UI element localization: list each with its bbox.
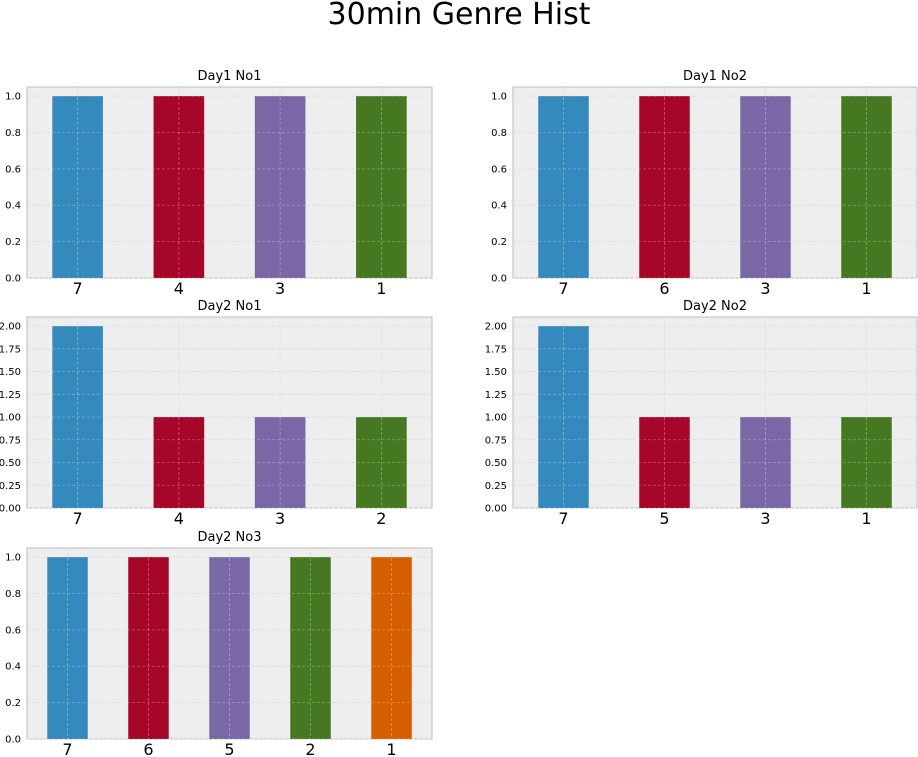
bar-4 (153, 417, 205, 508)
y-tick-label: 0.8 (5, 128, 21, 139)
bar-6 (128, 557, 169, 739)
x-tick-label: 7 (73, 279, 83, 298)
subplot-title: Day2 No3 (197, 530, 261, 545)
bar-5 (639, 417, 690, 508)
x-tick-label: 3 (275, 509, 285, 528)
bar-2 (356, 417, 407, 508)
bar-7 (52, 96, 103, 278)
bar-5 (209, 557, 250, 739)
subplot-title: Day2 No1 (197, 299, 261, 314)
y-tick-label: 0.00 (485, 504, 507, 515)
x-tick-label: 1 (386, 740, 396, 757)
figure-title: 30min Genre Hist (327, 0, 591, 32)
x-tick-label: 3 (275, 279, 285, 298)
bar-1 (371, 557, 412, 739)
y-tick-label: 0.2 (5, 237, 21, 248)
x-tick-label: 4 (174, 509, 184, 528)
y-tick-label: 1.00 (0, 413, 21, 424)
bar-4 (153, 96, 205, 278)
bar-3 (254, 96, 306, 278)
x-tick-label: 4 (174, 279, 184, 298)
y-tick-label: 0.2 (5, 698, 21, 709)
y-tick-label: 1.0 (5, 553, 21, 564)
y-tick-label: 0.6 (5, 164, 21, 175)
y-tick-label: 0.4 (5, 662, 21, 673)
bar-7 (538, 96, 589, 278)
x-tick-label: 5 (659, 509, 669, 528)
bar-7 (538, 326, 589, 508)
subplot-day2-no3: 0.0 0.2 0.4 0.6 0.8 1.0 7 6 5 2 1 Day2 No3 (5, 530, 433, 757)
y-tick-label: 0.6 (5, 625, 21, 636)
y-tick-label: 1.25 (485, 390, 507, 401)
subplot-day1-no1: 0.0 0.2 0.4 0.6 0.8 1.0 7 4 3 1 Day1 No1 (5, 69, 433, 298)
y-tick-label: 0.4 (491, 201, 507, 212)
bar-1 (841, 417, 892, 508)
subplot-day2-no2: 0.00 0.25 0.50 0.75 1.00 1.25 1.50 1.75 2.00 7 5 3 1… (485, 299, 918, 528)
subplot-day1-no2: 0.0 0.2 0.4 0.6 0.8 1.0 7 6 3 1 Day1 No2 (491, 69, 918, 298)
subplot-title: Day1 No2 (683, 69, 747, 84)
bar-1 (841, 96, 892, 278)
subplot-title: Day2 No2 (683, 299, 747, 314)
bar-3 (254, 417, 306, 508)
y-tick-label: 1.75 (0, 344, 21, 355)
y-tick-label: 1.25 (0, 390, 21, 401)
x-tick-label: 2 (376, 509, 386, 528)
x-tick-label: 7 (73, 509, 83, 528)
x-tick-label: 7 (558, 509, 568, 528)
y-tick-label: 0.0 (5, 274, 21, 285)
y-tick-label: 0.75 (485, 435, 507, 446)
y-tick-label: 0.8 (5, 589, 21, 600)
subplot-day2-no1: 0.00 0.25 0.50 0.75 1.00 1.25 1.50 1.75 2.00 7 4 3 2… (0, 299, 433, 528)
y-tick-label: 0.00 (0, 504, 21, 515)
x-tick-label: 6 (143, 740, 153, 757)
y-tick-label: 1.0 (5, 92, 21, 103)
y-tick-label: 0.8 (491, 128, 507, 139)
subplot-title: Day1 No1 (197, 69, 261, 84)
y-tick-label: 0.50 (485, 458, 507, 469)
bar-3 (740, 96, 791, 278)
bar-7 (52, 326, 103, 508)
x-tick-label: 2 (305, 740, 315, 757)
x-tick-label: 1 (861, 279, 871, 298)
x-tick-label: 1 (376, 279, 386, 298)
x-tick-label: 3 (760, 509, 770, 528)
bar-3 (740, 417, 791, 508)
bar-7 (47, 557, 88, 739)
x-tick-label: 1 (861, 509, 871, 528)
y-tick-label: 0.25 (485, 481, 507, 492)
x-tick-label: 7 (558, 279, 568, 298)
x-tick-label: 3 (760, 279, 770, 298)
y-tick-label: 2.00 (0, 322, 21, 333)
y-tick-label: 0.4 (5, 201, 21, 212)
y-tick-label: 1.0 (491, 92, 507, 103)
bar-2 (290, 557, 331, 739)
y-tick-label: 0.25 (0, 481, 21, 492)
y-tick-label: 0.0 (491, 274, 507, 285)
bar-6 (639, 96, 690, 278)
y-tick-label: 1.00 (485, 413, 507, 424)
y-tick-label: 0.6 (491, 164, 507, 175)
x-tick-label: 6 (659, 279, 669, 298)
bar-1 (356, 96, 407, 278)
y-tick-label: 2.00 (485, 322, 507, 333)
x-tick-label: 5 (224, 740, 234, 757)
y-tick-label: 0.50 (0, 458, 21, 469)
y-tick-label: 1.50 (485, 367, 507, 378)
x-tick-label: 7 (62, 740, 72, 757)
y-tick-label: 1.50 (0, 367, 21, 378)
y-tick-label: 0.75 (0, 435, 21, 446)
y-tick-label: 0.0 (5, 735, 21, 746)
y-tick-label: 1.75 (485, 344, 507, 355)
y-tick-label: 0.2 (491, 237, 507, 248)
